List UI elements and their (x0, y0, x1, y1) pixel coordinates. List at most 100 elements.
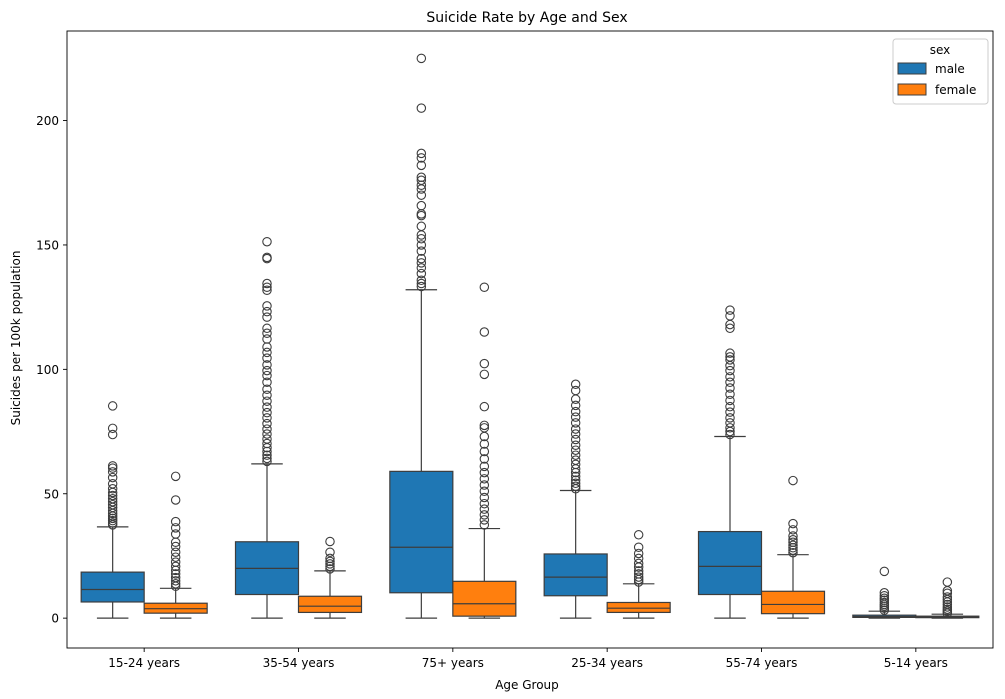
iqr-box (389, 470, 454, 594)
y-tick-label: 100 (36, 363, 59, 377)
outlier-point (788, 535, 798, 545)
outlier-point (262, 424, 272, 434)
outlier-point (633, 548, 644, 559)
outlier-point (416, 268, 427, 279)
outlier-point (262, 390, 272, 400)
outlier-point (262, 434, 272, 444)
outlier-point (170, 471, 181, 482)
outlier-point (107, 490, 118, 501)
outlier-point (479, 461, 490, 472)
outlier-point (570, 434, 581, 445)
box-female-3 (606, 530, 671, 619)
outlier-point (416, 233, 427, 244)
outlier-point (725, 323, 735, 334)
outlier-point (570, 418, 581, 428)
outlier-point (416, 240, 427, 250)
outlier-point (170, 579, 181, 589)
outlier-point (570, 394, 581, 404)
outlier-point (262, 407, 272, 418)
outlier-point (325, 547, 335, 557)
x-tick-label: 55-74 years (726, 656, 798, 670)
outlier-point (942, 599, 953, 610)
iqr-box (80, 571, 145, 603)
outlier-point (479, 467, 490, 478)
outlier-point (107, 493, 118, 504)
outlier-point (170, 561, 181, 572)
legend-title: sex (930, 43, 951, 57)
box-male-2 (389, 53, 454, 619)
legend-swatch-male (897, 62, 927, 75)
outlier-point (107, 461, 118, 471)
outlier-point (416, 281, 427, 292)
box-female-5 (915, 577, 980, 619)
outlier-point (416, 253, 427, 264)
outlier-point (262, 396, 272, 406)
outlier-point (325, 556, 335, 567)
outlier-point (170, 569, 181, 579)
outlier-point (479, 454, 490, 464)
x-tick-label: 25-34 years (571, 656, 643, 670)
iqr-box (760, 590, 826, 615)
outlier-point (107, 467, 118, 477)
outlier-point (262, 402, 272, 412)
outlier-point (325, 564, 335, 574)
legend-label-male: male (935, 62, 965, 76)
outlier-point (107, 505, 118, 516)
outlier-point (570, 406, 581, 417)
outlier-point (416, 190, 427, 200)
outlier-point (725, 389, 735, 399)
outlier-point (725, 355, 735, 365)
outlier-point (262, 347, 272, 358)
legend-swatch-female (897, 83, 927, 96)
outlier-point (107, 499, 118, 510)
outlier-point (262, 278, 272, 289)
outlier-point (107, 429, 118, 440)
outlier-point (262, 328, 272, 339)
outlier-point (416, 221, 427, 232)
series-female (143, 282, 980, 619)
outlier-point (725, 418, 735, 428)
outlier-point (633, 566, 644, 576)
outlier-point (416, 200, 427, 211)
outlier-point (107, 423, 118, 434)
outlier-point (725, 407, 735, 417)
outlier-point (262, 252, 272, 263)
outlier-point (725, 383, 735, 393)
outlier-point (479, 369, 490, 380)
iqr-box (452, 580, 517, 617)
outlier-point (170, 547, 181, 557)
outlier-point (570, 459, 581, 470)
outlier-point (107, 515, 118, 526)
outlier-point (107, 463, 118, 473)
outlier-point (479, 510, 490, 520)
outlier-point (479, 401, 490, 412)
outlier-point (942, 604, 953, 614)
outlier-point (262, 418, 272, 429)
outlier-point (170, 576, 181, 586)
outlier-point (570, 450, 581, 460)
outlier-point (633, 542, 644, 552)
outlier-point (725, 372, 735, 382)
outlier-point (633, 569, 644, 579)
outlier-point (788, 531, 798, 541)
outlier-point (262, 438, 272, 449)
outlier-point (262, 323, 272, 334)
outlier-point (416, 153, 427, 163)
outlier-point (416, 160, 427, 171)
outlier-point (633, 553, 644, 564)
outlier-point (262, 342, 272, 352)
legend-label-female: female (935, 83, 976, 97)
outlier-point (262, 450, 272, 460)
outlier-point (416, 103, 427, 113)
outlier-point (262, 365, 272, 376)
outlier-point (479, 423, 490, 433)
legend: sex male female (892, 38, 989, 105)
outlier-point (262, 353, 272, 363)
outlier-point (788, 475, 798, 486)
outlier-point (570, 429, 581, 439)
outlier-point (107, 479, 118, 489)
y-axis-label: Suicides per 100k population (9, 251, 23, 426)
chart-title: Suicide Rate by Age and Sex (426, 10, 627, 26)
outlier-point (325, 536, 335, 547)
